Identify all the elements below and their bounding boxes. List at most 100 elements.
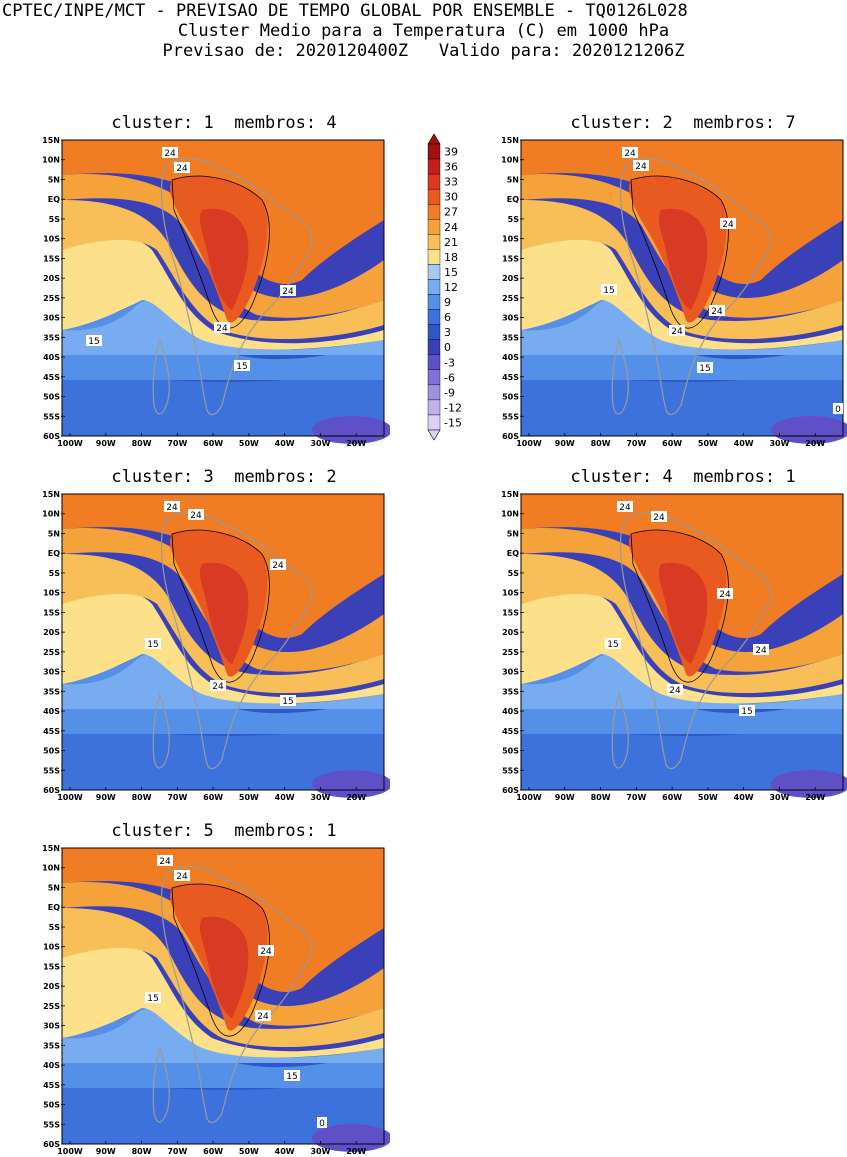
lat-tick-label: 15S <box>43 608 60 617</box>
colorbar-label: -15 <box>444 416 462 429</box>
lat-tick-label: 30S <box>502 314 519 323</box>
contour-label: 24 <box>216 324 228 334</box>
lon-tick-label: 100W <box>57 1147 83 1154</box>
lat-tick-label: 10N <box>42 864 60 873</box>
lon-tick-label: 30W <box>310 793 330 800</box>
lon-tick-label: 40W <box>734 793 754 800</box>
lon-tick-label: 90W <box>555 793 575 800</box>
contour-label: 24 <box>755 646 767 656</box>
lat-tick-label: 15N <box>501 490 519 499</box>
lat-tick-label: 50S <box>43 393 60 402</box>
lat-tick-label: 25S <box>502 294 519 303</box>
panel-4-title: cluster: 4 membros: 1 <box>570 467 796 487</box>
lat-tick-label: 45S <box>502 373 519 382</box>
contour-label: 24 <box>159 857 171 867</box>
contour-label: 24 <box>653 513 665 523</box>
lat-tick-label: 55S <box>43 1120 60 1129</box>
lon-tick-label: 40W <box>734 439 754 446</box>
lon-tick-label: 70W <box>626 439 646 446</box>
panel-1-title: cluster: 1 membros: 4 <box>111 113 337 133</box>
continent-outline <box>619 158 772 416</box>
lat-tick-label: 30S <box>43 314 60 323</box>
lon-tick-label: 100W <box>516 439 542 446</box>
contour-label: 24 <box>272 561 284 571</box>
contour-label: 15 <box>147 640 158 650</box>
lat-tick-label: 45S <box>43 373 60 382</box>
lat-tick-label: 60S <box>43 1140 60 1149</box>
lon-tick-label: 20W <box>346 793 366 800</box>
lon-tick-label: 60W <box>662 793 682 800</box>
lat-tick-label: 55S <box>502 766 519 775</box>
header-line-2: Cluster Medio para a Temperatura (C) em … <box>177 21 670 41</box>
colorbar-label: 21 <box>444 236 458 249</box>
colorbar-label: -12 <box>444 401 462 414</box>
lat-tick-label: 10S <box>502 235 519 244</box>
contour-label: 15 <box>699 364 710 374</box>
map-panel-3: 15N 10N 5N EQ 5S 10S 15S 20S 25S 30S 35S 40S 45S 50S 5… <box>42 490 390 800</box>
temperature-band-6 <box>62 882 384 1026</box>
colorbar-swatch <box>427 188 441 205</box>
colorbar-label: 36 <box>444 161 458 174</box>
contour-label: 15 <box>741 707 752 717</box>
lon-tick-label: 30W <box>769 793 789 800</box>
lat-tick-label: 50S <box>502 393 519 402</box>
lat-tick-label: 5N <box>48 529 60 538</box>
contour-label: 24 <box>619 503 631 513</box>
lat-tick-label: 15N <box>501 136 519 145</box>
lon-tick-label: 40W <box>275 1147 295 1154</box>
lat-tick-label: 15N <box>42 490 60 499</box>
lon-tick-label: 20W <box>346 1147 366 1154</box>
lat-tick-label: 35S <box>43 333 60 342</box>
lat-tick-label: 50S <box>43 747 60 756</box>
lon-tick-label: 20W <box>805 793 825 800</box>
contour-label: 24 <box>176 872 188 882</box>
lat-tick-label: 5N <box>48 175 60 184</box>
lon-tick-label: 90W <box>96 439 116 446</box>
temperature-band-5 <box>62 908 384 1048</box>
colorbar-swatch <box>427 294 441 310</box>
lon-tick-label: 80W <box>591 793 611 800</box>
colorbar-min-arrow <box>427 429 441 441</box>
contour-label: 15 <box>88 337 99 347</box>
contour-label: 15 <box>286 1072 297 1082</box>
map-panel-4: 15N 10N 5N EQ 5S 10S 15S 20S 25S 30S 35S 40S 45S 50S 5… <box>501 490 847 800</box>
lat-tick-label: 10N <box>501 156 519 165</box>
lat-tick-label: 10N <box>42 510 60 519</box>
contour-label: 24 <box>711 307 723 317</box>
lat-tick-label: 15N <box>42 136 60 145</box>
lon-tick-label: 90W <box>96 793 116 800</box>
colorbar-swatch <box>427 279 441 295</box>
colorbar-swatch <box>427 219 441 235</box>
lon-tick-label: 80W <box>591 439 611 446</box>
lat-tick-label: 15S <box>502 608 519 617</box>
contour-label: 24 <box>176 164 188 174</box>
lat-tick-label: 30S <box>43 668 60 677</box>
temperature-band-5 <box>521 200 843 340</box>
temperature-band-3 <box>62 654 384 709</box>
colorbar-label: 30 <box>444 191 458 204</box>
lat-tick-label: 10S <box>43 235 60 244</box>
lon-tick-label: 100W <box>516 793 542 800</box>
temperature-band-5 <box>521 554 843 694</box>
colorbar-label: 0 <box>444 341 451 354</box>
lon-tick-label: 60W <box>203 1147 223 1154</box>
temperature-band-5 <box>62 200 384 340</box>
colorbar-label: 33 <box>444 176 458 189</box>
lat-tick-label: 20S <box>43 274 60 283</box>
lon-tick-label: 30W <box>310 1147 330 1154</box>
lon-tick-label: 100W <box>57 439 83 446</box>
contour-label: 15 <box>607 640 618 650</box>
lon-tick-label: 50W <box>698 439 718 446</box>
contour-label: 24 <box>257 1012 269 1022</box>
lat-tick-label: 50S <box>43 1101 60 1110</box>
colorbar-swatch <box>427 158 441 175</box>
lat-tick-label: 15S <box>43 962 60 971</box>
temperature-band-9 <box>199 562 249 664</box>
contour-label: 24 <box>719 590 731 600</box>
lat-tick-label: 55S <box>43 766 60 775</box>
lat-tick-label: 40S <box>43 1061 60 1070</box>
lat-tick-label: 55S <box>502 412 519 421</box>
lat-tick-label: 40S <box>43 353 60 362</box>
lat-tick-label: 30S <box>43 1022 60 1031</box>
